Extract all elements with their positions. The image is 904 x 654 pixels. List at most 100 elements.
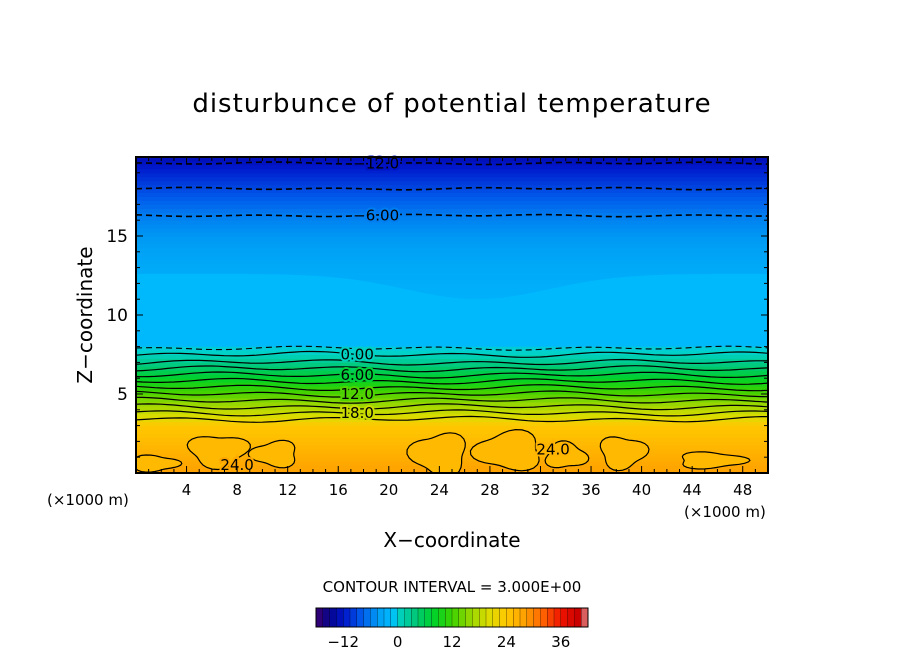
contour-line-positive [136, 371, 768, 379]
color-band [136, 365, 768, 371]
color-band [136, 188, 768, 194]
color-band [136, 286, 768, 292]
color-band [136, 180, 768, 186]
color-band [136, 207, 768, 213]
colorbar-tick-label: 0 [393, 633, 403, 651]
colorbar-segment [526, 607, 535, 628]
x-tick-label: 16 [329, 481, 348, 499]
colorbar-segment [383, 607, 392, 628]
x-unit-right: (×1000 m) [684, 503, 766, 521]
color-band [136, 168, 768, 174]
x-tick-label: 20 [379, 481, 398, 499]
convective-cell [681, 451, 751, 470]
x-tick-label: 36 [581, 481, 600, 499]
color-band [136, 255, 768, 261]
contour-line-positive [136, 377, 768, 385]
color-band [136, 409, 768, 415]
contour-label: 24.0 [220, 456, 253, 474]
convective-cell [406, 432, 466, 473]
colorbar-segment [431, 607, 439, 628]
y-tick-label: 5 [117, 385, 128, 405]
colorbar-segment [411, 607, 419, 628]
color-band [136, 421, 768, 427]
colorbar-segment [560, 607, 569, 628]
contour-line-positive [136, 409, 768, 417]
color-band [136, 346, 768, 352]
contour-interval-label: CONTOUR INTERVAL = 3.000E+00 [323, 578, 582, 596]
color-band [136, 227, 768, 233]
colorbar-segment [404, 607, 412, 628]
colorbar-segment [533, 607, 541, 628]
contour-line-positive [136, 365, 768, 373]
x-tick-label: 28 [480, 481, 499, 499]
colorbar-segment [363, 607, 371, 628]
colorbar-segment [472, 607, 480, 628]
colorbar-segment [438, 607, 446, 628]
color-band [136, 243, 768, 249]
color-band [136, 160, 768, 166]
contour-line-negative [136, 213, 768, 218]
colorbar-segment [479, 607, 487, 628]
colorbar-segment [424, 607, 433, 628]
x-tick-labels: 4 8 12 16 20 24 28 32 36 40 44 48 [182, 481, 752, 499]
color-band [136, 429, 768, 434]
y-axis-label: Z−coordinate [73, 246, 97, 383]
contour-line-negative [136, 161, 768, 166]
color-band [136, 417, 768, 423]
x-tick-label: 24 [430, 481, 449, 499]
color-band [136, 397, 768, 403]
colorbar-segment [513, 607, 521, 628]
colorbar-segment [315, 607, 324, 628]
color-band [136, 219, 768, 225]
chart-title: disturbunce of potential temperature [192, 89, 711, 119]
color-band [136, 350, 768, 355]
x-unit-left: (×1000 m) [47, 491, 129, 509]
colorbar-segment [417, 607, 426, 628]
x-tick-label: 4 [182, 481, 192, 499]
color-band [136, 239, 768, 245]
color-band [136, 211, 768, 217]
color-band [136, 251, 768, 257]
x-tick-label: 44 [683, 481, 702, 499]
convective-cell [544, 440, 590, 469]
convective-cell [247, 439, 296, 469]
colorbar-segment [553, 607, 562, 628]
contour-line-positive [136, 384, 768, 392]
contour-line-positive [136, 390, 768, 398]
color-band [136, 223, 768, 229]
color-band [136, 294, 768, 300]
colorbar-segment [540, 607, 548, 628]
contour-label: 0.00 [340, 346, 373, 364]
color-band [136, 184, 768, 190]
colorbar-segment [451, 607, 460, 628]
color-band [136, 405, 768, 411]
colorbar-segment [336, 607, 344, 628]
colorbar-segment [492, 607, 501, 628]
color-bands [136, 157, 768, 473]
colorbar-tick-labels: −12 0 12 24 36 [327, 633, 570, 651]
color-band [136, 357, 768, 363]
colorbar-segment [567, 607, 575, 628]
color-band [136, 215, 768, 221]
colorbar [315, 607, 589, 628]
colorbar-segment [519, 607, 528, 628]
colorbar-segment [329, 607, 337, 628]
colorbar-segment [506, 607, 514, 628]
colorbar-segment [370, 607, 378, 628]
colorbar-segment [377, 607, 385, 628]
colorbar-segment [397, 607, 405, 628]
y-tick-label: 15 [106, 227, 128, 247]
contour-label: 18.0 [340, 404, 373, 422]
color-band [136, 271, 768, 276]
color-band [136, 176, 768, 182]
colorbar-segment [465, 607, 473, 628]
color-band [136, 199, 768, 205]
colorbar-tick-label: 12 [442, 633, 461, 651]
x-tick-label: 48 [733, 481, 752, 499]
contour-label: 24.0 [536, 440, 569, 458]
color-band [136, 354, 768, 359]
color-band [136, 361, 768, 367]
colorbar-segment [445, 607, 453, 628]
color-band [136, 385, 768, 391]
